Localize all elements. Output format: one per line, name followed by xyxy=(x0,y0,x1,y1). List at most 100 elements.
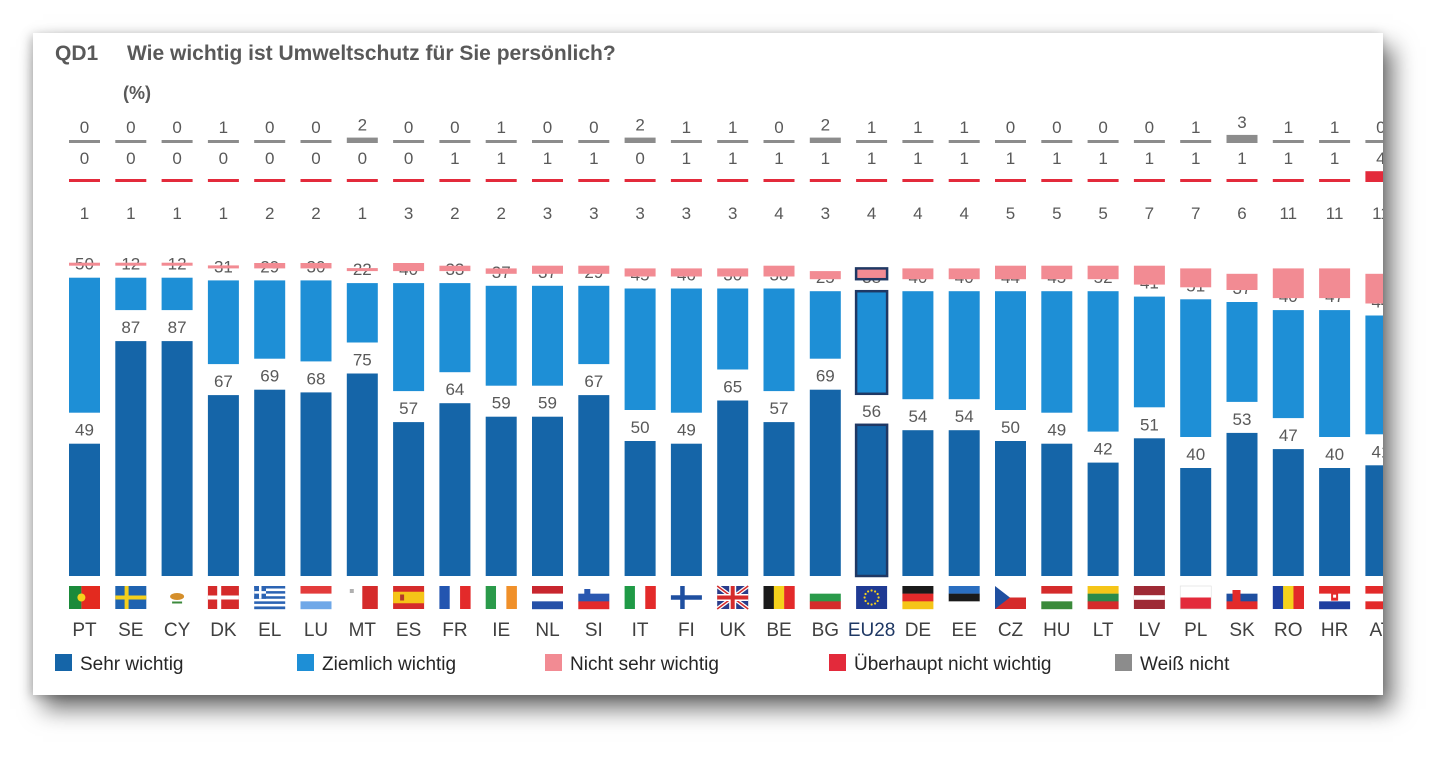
bar-weiss-nicht xyxy=(1180,140,1212,143)
value-label-nicht-sehr-wichtig: 3 xyxy=(635,204,644,223)
bar-ueberhaupt-nicht-wichtig xyxy=(670,179,702,182)
value-label-sehr-wichtig: 49 xyxy=(677,421,696,440)
value-label-ueberhaupt-nicht-wichtig: 0 xyxy=(358,149,367,168)
bar-ziemlich-wichtig xyxy=(1226,302,1258,402)
value-label-sehr-wichtig: 69 xyxy=(260,367,279,386)
bar-ueberhaupt-nicht-wichtig xyxy=(578,179,610,182)
bar-sehr-wichtig xyxy=(485,416,517,576)
bar-weiss-nicht xyxy=(207,140,239,143)
bar-weiss-nicht xyxy=(1041,140,1073,143)
bar-sehr-wichtig xyxy=(717,400,749,576)
bar-ueberhaupt-nicht-wichtig xyxy=(1226,179,1258,182)
bar-ueberhaupt-nicht-wichtig xyxy=(1133,179,1165,182)
bar-ziemlich-wichtig xyxy=(1272,310,1304,419)
bar-ziemlich-wichtig xyxy=(1365,315,1383,435)
bar-weiss-nicht xyxy=(1272,140,1304,143)
bar-weiss-nicht xyxy=(809,137,841,143)
bar-sehr-wichtig xyxy=(115,341,147,576)
bar-nicht-sehr-wichtig xyxy=(995,265,1026,280)
slovenia-flag-icon xyxy=(578,586,610,610)
belgium-flag-icon xyxy=(763,586,795,609)
question-code: QD1 xyxy=(55,42,99,65)
value-label-ueberhaupt-nicht-wichtig: 1 xyxy=(1237,149,1246,168)
bar-ziemlich-wichtig xyxy=(1087,291,1119,432)
bar-ziemlich-wichtig xyxy=(1041,291,1073,413)
bar-nicht-sehr-wichtig xyxy=(670,268,702,277)
category-label: PT xyxy=(72,620,97,641)
legend-item-sehr: Sehr wichtig xyxy=(55,654,184,675)
bar-weiss-nicht xyxy=(254,140,286,143)
bar-sehr-wichtig xyxy=(207,395,239,576)
value-label-sehr-wichtig: 75 xyxy=(353,351,372,370)
category-label: RO xyxy=(1274,620,1303,641)
legend-swatch xyxy=(545,654,562,671)
slovakia-flag-icon xyxy=(1226,586,1258,610)
bar-weiss-nicht xyxy=(717,140,749,143)
legend-swatch xyxy=(297,654,314,671)
bar-sehr-wichtig xyxy=(69,443,100,576)
category-label: PL xyxy=(1184,620,1207,641)
value-label-sehr-wichtig: 53 xyxy=(1233,410,1252,429)
cyprus-flag-icon xyxy=(161,586,193,609)
stacked-bar-chart: QD1 Wie wichtig ist Umweltschutz für Sie… xyxy=(55,42,1383,675)
value-label-ueberhaupt-nicht-wichtig: 1 xyxy=(728,149,737,168)
bar-nicht-sehr-wichtig xyxy=(69,262,100,266)
category-label: DE xyxy=(905,620,931,641)
value-label-nicht-sehr-wichtig: 3 xyxy=(589,204,598,223)
chart-panel: QD1 Wie wichtig ist Umweltschutz für Sie… xyxy=(33,33,1383,695)
value-label-sehr-wichtig: 59 xyxy=(492,394,511,413)
bar-weiss-nicht xyxy=(856,140,888,143)
bar-ziemlich-wichtig xyxy=(948,291,980,400)
bar-weiss-nicht xyxy=(763,140,795,143)
bar-ziemlich-wichtig xyxy=(995,291,1026,410)
category-label: EU28 xyxy=(848,620,896,641)
category-label: HR xyxy=(1321,620,1348,641)
value-label-ueberhaupt-nicht-wichtig: 1 xyxy=(1191,149,1200,168)
category-label: ES xyxy=(396,620,421,641)
flags-layer: PT SE CY DK EL LU MT ES FR IE NL SI IT FI UK BE BG EU28 DE… xyxy=(69,584,1383,641)
estonia-flag-icon xyxy=(948,586,980,610)
category-label: MT xyxy=(349,620,377,641)
bar-nicht-sehr-wichtig xyxy=(1365,273,1383,304)
value-label-weiss-nicht: 1 xyxy=(959,118,968,137)
value-label-sehr-wichtig: 57 xyxy=(399,399,418,418)
legend-label: Nicht sehr wichtig xyxy=(570,654,719,675)
bar-ziemlich-wichtig xyxy=(763,288,795,392)
value-label-weiss-nicht: 0 xyxy=(265,118,274,137)
value-label-nicht-sehr-wichtig: 3 xyxy=(404,204,413,223)
bar-sehr-wichtig xyxy=(1272,449,1304,576)
value-label-weiss-nicht: 1 xyxy=(1284,118,1293,137)
value-label-ueberhaupt-nicht-wichtig: 0 xyxy=(219,149,228,168)
value-label-sehr-wichtig: 67 xyxy=(584,372,603,391)
bar-ueberhaupt-nicht-wichtig xyxy=(346,179,378,182)
value-label-weiss-nicht: 3 xyxy=(1237,113,1246,132)
value-label-ueberhaupt-nicht-wichtig: 0 xyxy=(172,149,181,168)
poland-flag-icon xyxy=(1179,585,1212,610)
value-label-sehr-wichtig: 87 xyxy=(121,318,140,337)
france-flag-icon xyxy=(439,586,471,609)
legend-swatch xyxy=(55,654,72,671)
bar-ueberhaupt-nicht-wichtig xyxy=(1319,179,1351,182)
bar-sehr-wichtig xyxy=(393,422,425,576)
bar-sehr-wichtig xyxy=(532,416,563,576)
value-label-ueberhaupt-nicht-wichtig: 0 xyxy=(635,149,644,168)
value-label-nicht-sehr-wichtig: 1 xyxy=(126,204,135,223)
bar-sehr-wichtig xyxy=(439,403,471,576)
bar-nicht-sehr-wichtig xyxy=(578,265,610,274)
bar-ueberhaupt-nicht-wichtig xyxy=(948,179,980,182)
bar-weiss-nicht xyxy=(69,140,100,143)
value-label-sehr-wichtig: 68 xyxy=(307,369,326,388)
value-label-nicht-sehr-wichtig: 3 xyxy=(821,204,830,223)
value-label-ueberhaupt-nicht-wichtig: 1 xyxy=(450,149,459,168)
bar-sehr-wichtig xyxy=(1041,443,1073,576)
bar-nicht-sehr-wichtig xyxy=(485,268,517,274)
value-label-ueberhaupt-nicht-wichtig: 1 xyxy=(682,149,691,168)
greece-flag-icon xyxy=(254,586,286,610)
value-label-weiss-nicht: 0 xyxy=(1376,118,1383,137)
value-label-ueberhaupt-nicht-wichtig: 1 xyxy=(774,149,783,168)
bar-weiss-nicht xyxy=(1087,140,1119,143)
value-label-weiss-nicht: 1 xyxy=(867,118,876,137)
value-label-ueberhaupt-nicht-wichtig: 1 xyxy=(1052,149,1061,168)
value-label-ueberhaupt-nicht-wichtig: 1 xyxy=(1145,149,1154,168)
legend-label: Überhaupt nicht wichtig xyxy=(854,654,1052,675)
